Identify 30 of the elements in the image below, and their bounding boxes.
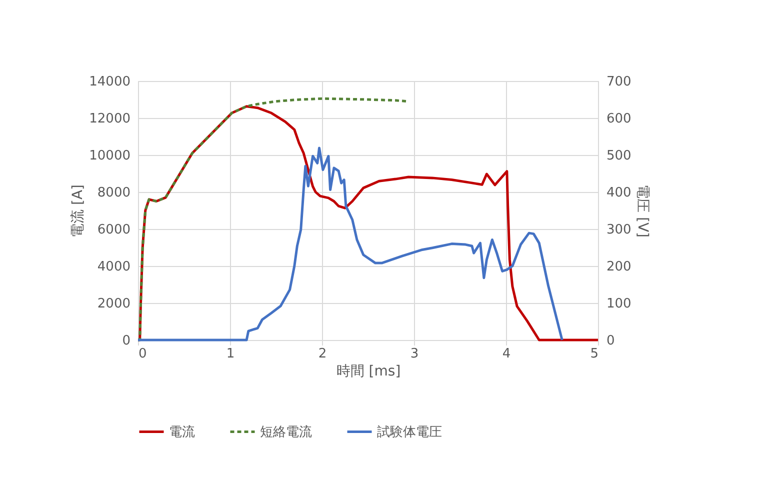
y2-tick-label: 600 bbox=[606, 112, 632, 126]
y-tick-label: 8000 bbox=[97, 186, 130, 200]
y2-tick-label: 400 bbox=[606, 186, 632, 200]
y-tick-label: 0 bbox=[122, 334, 130, 348]
legend-label: 電流 bbox=[169, 424, 195, 440]
line-series bbox=[136, 146, 564, 342]
x-tick-label: 4 bbox=[502, 346, 511, 362]
line-series bbox=[136, 97, 409, 342]
x-tick-label: 0 bbox=[138, 346, 147, 362]
y-tick-label: 12000 bbox=[89, 112, 130, 126]
y2-tick-label: 500 bbox=[606, 148, 632, 164]
x-axis-title: 時間 [ms] bbox=[336, 364, 401, 380]
x-tick-label: 1 bbox=[226, 346, 235, 362]
y-tick-label: 2000 bbox=[97, 296, 130, 312]
y2-tick-label: 200 bbox=[606, 260, 632, 274]
x-tick-label: 2 bbox=[318, 346, 327, 362]
y2-tick-label: 300 bbox=[606, 222, 632, 238]
y2-tick-label: 100 bbox=[606, 296, 632, 312]
x-tick-label: 5 bbox=[590, 346, 598, 362]
y2-tick-label: 700 bbox=[606, 74, 632, 90]
y-tick-label: 4000 bbox=[97, 260, 130, 274]
y-axis-title: 電流 [A] bbox=[70, 184, 86, 238]
x-tick-label: 3 bbox=[410, 346, 419, 362]
legend-label: 試験体電圧 bbox=[377, 424, 442, 440]
y-tick-label: 14000 bbox=[89, 74, 130, 90]
y2-tick-label: 0 bbox=[606, 334, 615, 348]
y-tick-label: 10000 bbox=[89, 148, 130, 164]
y-tick-label: 6000 bbox=[97, 222, 130, 238]
legend-label: 短絡電流 bbox=[260, 424, 312, 440]
y2-axis-title: 電圧 [V] bbox=[634, 184, 650, 238]
